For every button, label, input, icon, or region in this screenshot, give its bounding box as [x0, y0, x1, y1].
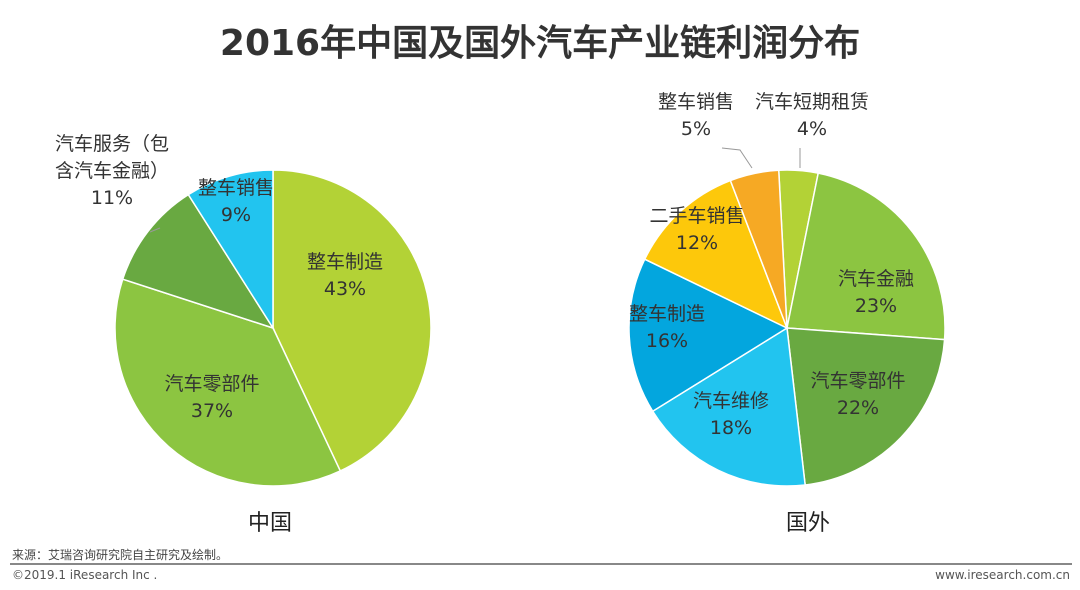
data-label-value: 18% [710, 417, 752, 439]
data-label: 汽车零部件 [164, 373, 259, 395]
data-label-value: 11% [91, 187, 133, 209]
pie-1: 汽车短期租赁 4% 汽车金融 23% 汽车零部件 22% 汽车维修 18% 整车制造 16% 二手车… [628, 91, 946, 536]
pie-slice [786, 172, 946, 341]
pie-label: 中国 [248, 511, 292, 536]
source-note: 来源：艾瑞咨询研究院自主研究及绘制。 [12, 548, 229, 562]
chart-title: 2016年中国及国外汽车产业链利润分布 [219, 23, 861, 64]
pie-slice [272, 169, 432, 472]
data-label-value: 37% [191, 400, 233, 422]
pie-slice [187, 169, 274, 331]
data-label: 汽车短期租赁 [755, 91, 869, 113]
pie-slice [114, 278, 342, 487]
pie-slice [628, 258, 789, 413]
data-label: 汽车金融 [838, 268, 914, 290]
data-label: 整车销售 [198, 177, 274, 199]
data-label: 整车制造 [629, 303, 705, 325]
data-label: 汽车服务（包 [55, 133, 169, 155]
data-label-value: 23% [855, 295, 897, 317]
data-label: 汽车零部件 [810, 370, 905, 392]
pie-slice [121, 193, 275, 330]
data-label: 含汽车金融） [55, 160, 169, 182]
data-label: 二手车销售 [649, 205, 744, 227]
pie-slice [729, 169, 788, 329]
pie-slice [786, 327, 946, 486]
data-label: 整车销售 [658, 91, 734, 113]
pie-label: 国外 [786, 511, 830, 536]
data-label: 汽车维修 [693, 390, 769, 412]
leader-line [721, 147, 753, 169]
pie-slice [643, 179, 789, 330]
leader-line [149, 227, 161, 233]
data-label-value: 43% [324, 278, 366, 300]
copyright: ©2019.1 iResearch Inc . [12, 568, 158, 582]
data-label-value: 5% [681, 118, 711, 140]
pie-slice [651, 326, 806, 487]
data-label-value: 12% [676, 232, 718, 254]
data-label-value: 22% [837, 397, 879, 419]
data-label-value: 16% [646, 330, 688, 352]
divider [10, 563, 1072, 565]
website: www.iresearch.com.cn [935, 568, 1070, 582]
data-label: 整车制造 [307, 251, 383, 273]
data-label-value: 4% [797, 118, 827, 140]
data-label-value: 9% [221, 204, 251, 226]
